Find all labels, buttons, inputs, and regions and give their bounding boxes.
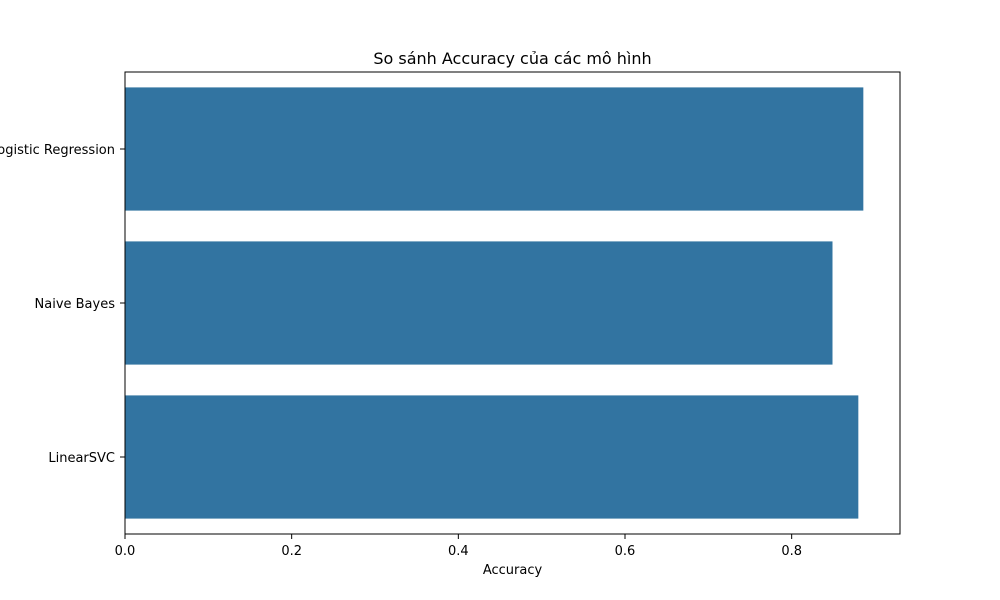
y-tick-label-1: Naive Bayes: [35, 297, 116, 312]
y-tick-label-2: LinearSVC: [48, 451, 115, 466]
x-axis-label: Accuracy: [483, 563, 543, 578]
y-axis: Logistic Regression Naive Bayes LinearSVC: [0, 143, 125, 466]
x-tick-label-1: 0.2: [281, 544, 302, 559]
bars-layer: [125, 87, 864, 519]
x-tick-label-3: 0.6: [615, 544, 636, 559]
y-tick-label-0: Logistic Regression: [0, 143, 115, 158]
x-axis: 0.0 0.2 0.4 0.6 0.8: [115, 534, 802, 559]
x-tick-label-0: 0.0: [115, 544, 136, 559]
chart-title: So sánh Accuracy của các mô hình: [373, 49, 651, 68]
bar-2: [125, 395, 859, 519]
bar-1: [125, 241, 833, 365]
x-tick-label-4: 0.8: [781, 544, 802, 559]
x-tick-label-2: 0.4: [448, 544, 469, 559]
bar-0: [125, 87, 864, 211]
